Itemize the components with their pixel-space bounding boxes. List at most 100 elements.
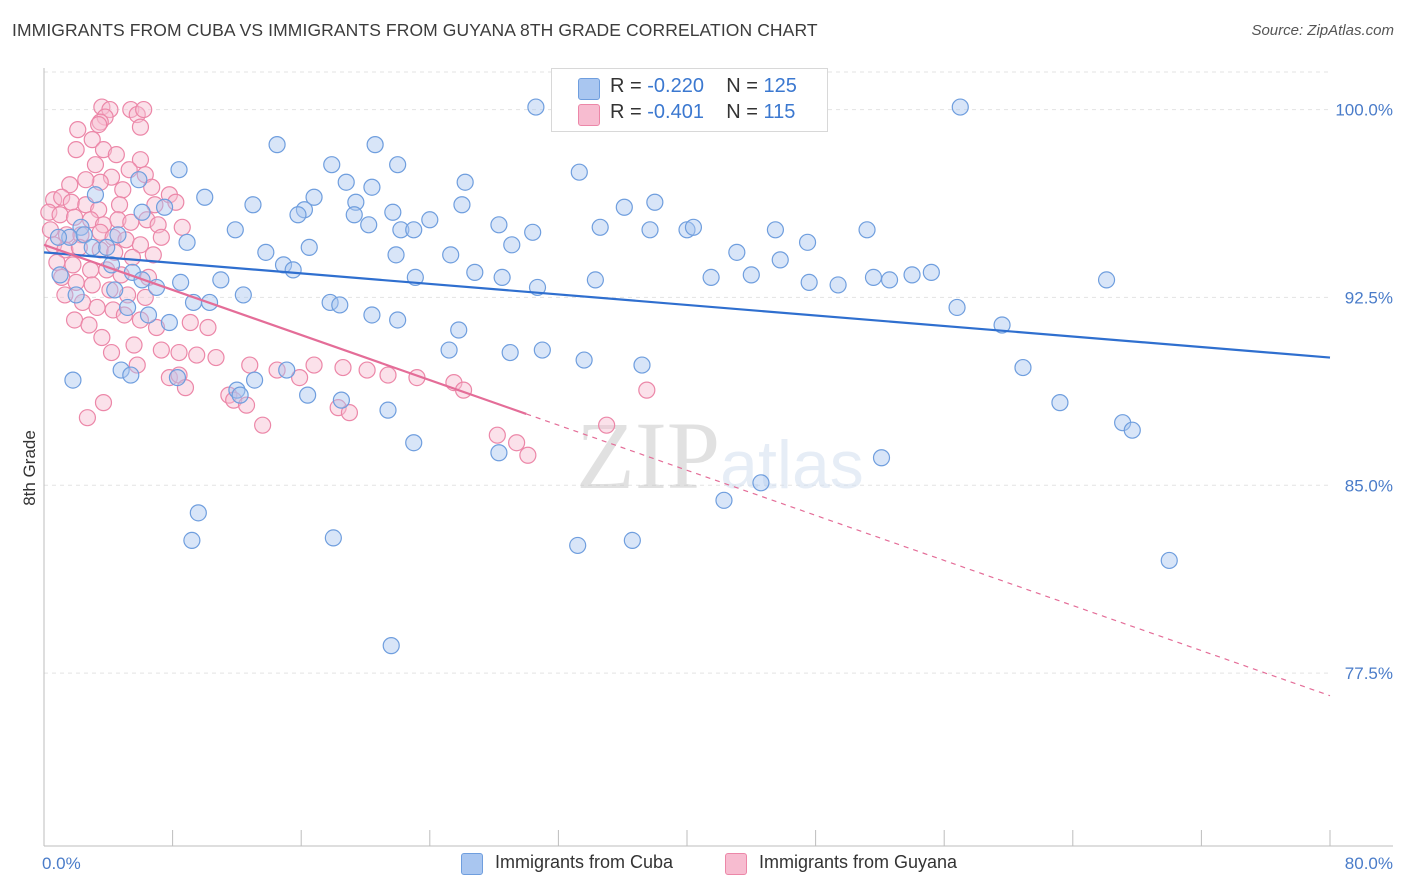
guyana-point bbox=[136, 288, 154, 307]
cuba-point bbox=[421, 211, 439, 229]
cuba-point bbox=[234, 286, 252, 304]
cuba-point bbox=[752, 474, 770, 492]
y-tick-label: 85.0% bbox=[1345, 476, 1393, 495]
cuba-point bbox=[922, 263, 940, 281]
cuba-trend-line bbox=[43, 251, 1331, 359]
guyana-point bbox=[101, 281, 119, 299]
y-axis-title: 8th Grade bbox=[20, 430, 39, 506]
cuba-point bbox=[490, 444, 508, 462]
guyana-point bbox=[53, 188, 71, 206]
cuba-point bbox=[331, 296, 349, 314]
cuba-point bbox=[450, 321, 468, 339]
cuba-point bbox=[633, 356, 651, 374]
cuba-point bbox=[586, 271, 604, 289]
cuba-point bbox=[382, 637, 400, 655]
guyana-point bbox=[638, 381, 656, 399]
cuba-point bbox=[389, 156, 407, 174]
guyana-point bbox=[83, 276, 101, 294]
cuba-point bbox=[321, 293, 339, 312]
cuba-point bbox=[453, 196, 471, 214]
cuba-point bbox=[231, 386, 249, 404]
guyana-point bbox=[67, 141, 85, 159]
cuba-point bbox=[684, 218, 703, 236]
cuba-point bbox=[527, 98, 545, 116]
guyana-trend-extension bbox=[526, 413, 1331, 697]
cuba-point bbox=[160, 313, 178, 332]
cuba-point bbox=[139, 306, 158, 324]
guyana-point bbox=[131, 118, 150, 136]
cuba-point bbox=[360, 216, 378, 234]
cuba-point bbox=[363, 306, 381, 324]
guyana-point bbox=[88, 298, 106, 317]
cuba-point bbox=[623, 531, 641, 550]
cuba-point bbox=[332, 391, 350, 409]
cuba-point bbox=[83, 238, 101, 256]
x-tick-label: 80.0% bbox=[1345, 854, 1393, 873]
cuba-point bbox=[569, 536, 587, 555]
cuba-point bbox=[172, 273, 190, 292]
guyana-point bbox=[173, 218, 191, 236]
series-cuba bbox=[49, 98, 1178, 655]
guyana-point bbox=[94, 394, 113, 412]
guyana-point bbox=[123, 248, 142, 266]
legend-swatch-guyana bbox=[578, 104, 600, 126]
cuba-point bbox=[337, 173, 355, 191]
legend-r-label: R = bbox=[610, 101, 648, 123]
guyana-point bbox=[104, 301, 122, 319]
guyana-point bbox=[135, 100, 153, 119]
cuba-point bbox=[109, 226, 127, 244]
gridlines bbox=[44, 71, 1330, 674]
y-tick-labels: 100.0% 92.5% 85.0% 77.5% bbox=[1335, 101, 1393, 684]
cuba-point bbox=[951, 98, 969, 116]
cuba-point bbox=[212, 271, 230, 289]
legend-r-label: R = bbox=[610, 75, 648, 97]
cuba-point bbox=[133, 203, 151, 221]
cuba-point bbox=[86, 186, 105, 204]
cuba-point bbox=[615, 198, 633, 216]
cuba-point bbox=[1014, 358, 1032, 377]
cuba-point bbox=[493, 268, 511, 286]
x-tick-label: 0.0% bbox=[42, 854, 81, 873]
cuba-point bbox=[323, 156, 341, 174]
cuba-point bbox=[903, 266, 921, 284]
cuba-point bbox=[948, 298, 966, 317]
cuba-point bbox=[405, 434, 423, 452]
guyana-point bbox=[241, 356, 259, 374]
guyana-point bbox=[69, 121, 87, 139]
cuba-point bbox=[570, 163, 588, 181]
cuba-point bbox=[456, 173, 474, 191]
cuba-point bbox=[591, 218, 609, 236]
cuba-point bbox=[466, 263, 484, 281]
legend-r-value-guyana: -0.401 bbox=[647, 101, 704, 123]
guyana-point bbox=[86, 156, 105, 174]
y-tick-label: 77.5% bbox=[1345, 664, 1393, 683]
guyana-point bbox=[64, 256, 82, 274]
guyana-point bbox=[40, 203, 58, 221]
cuba-point bbox=[379, 401, 397, 419]
trend-lines bbox=[43, 243, 1331, 697]
chart-title: IMMIGRANTS FROM CUBA VS IMMIGRANTS FROM … bbox=[12, 20, 818, 40]
cuba-point bbox=[226, 221, 244, 239]
cuba-point bbox=[67, 286, 85, 304]
cuba-point bbox=[118, 298, 137, 317]
cuba-point bbox=[646, 193, 664, 211]
legend-n-value-cuba: 125 bbox=[763, 75, 797, 97]
guyana-point bbox=[128, 356, 146, 374]
cuba-point bbox=[392, 221, 410, 239]
cuba-point bbox=[178, 233, 196, 251]
guyana-point bbox=[334, 358, 352, 377]
cuba-point bbox=[742, 266, 760, 284]
cuba-point bbox=[766, 221, 785, 239]
cuba-point bbox=[300, 238, 318, 256]
cuba-point bbox=[366, 136, 384, 154]
cuba-point bbox=[715, 491, 733, 509]
cuba-point bbox=[389, 311, 407, 329]
cuba-point bbox=[284, 261, 302, 279]
cuba-point bbox=[1160, 551, 1178, 570]
cuba-point bbox=[405, 221, 423, 239]
guyana-point bbox=[488, 426, 506, 444]
cuba-point bbox=[641, 221, 659, 239]
legend-n-value-guyana: 115 bbox=[763, 101, 796, 123]
cuba-point bbox=[51, 266, 69, 284]
